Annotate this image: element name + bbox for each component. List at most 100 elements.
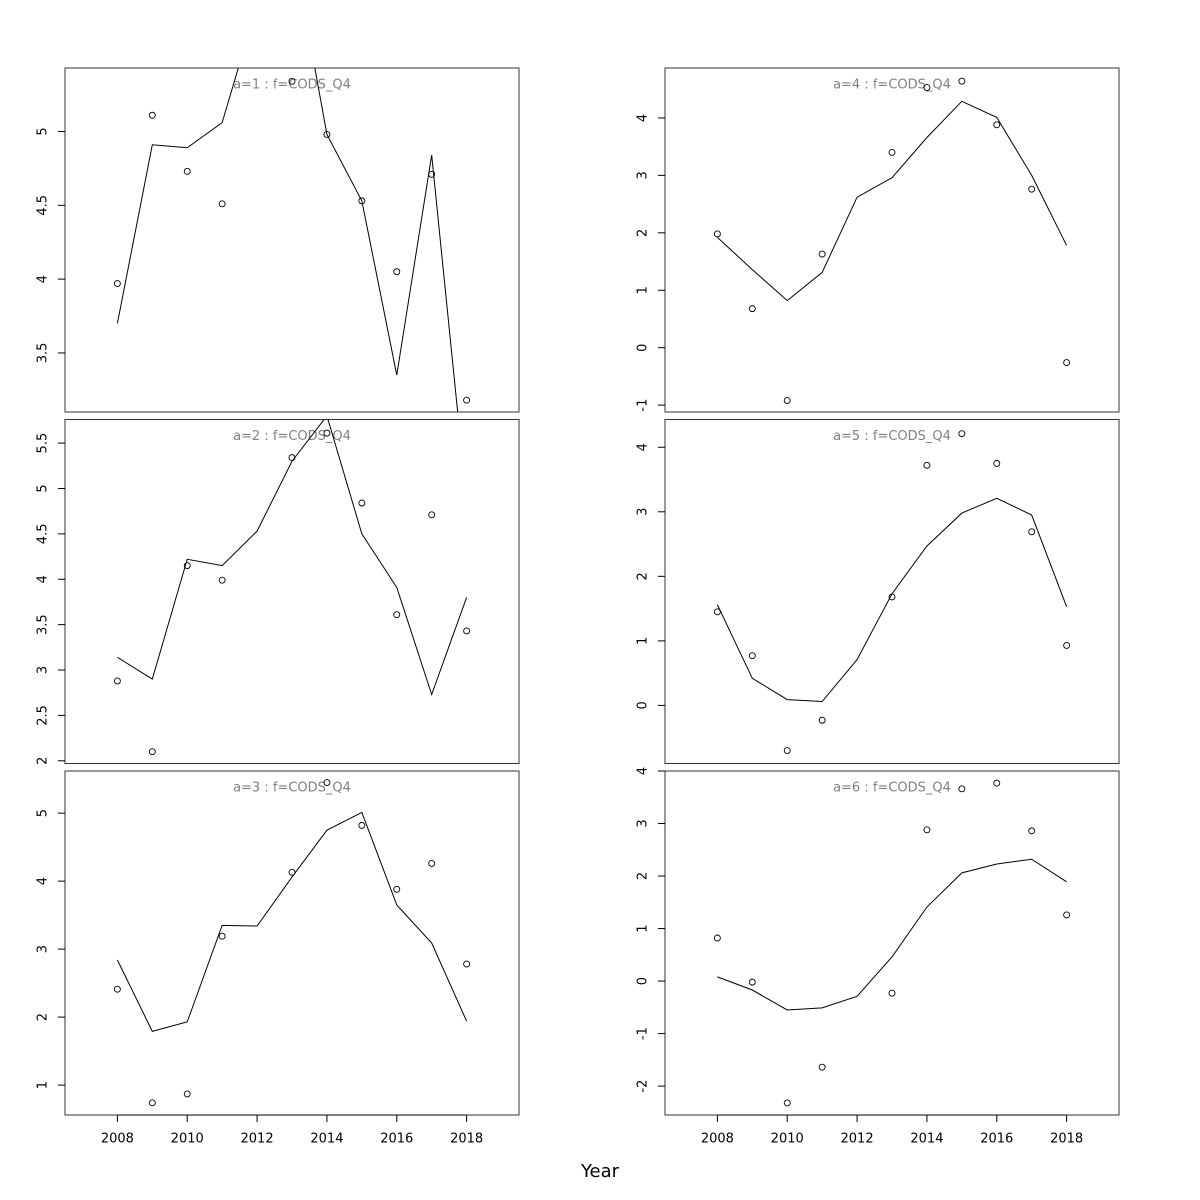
fitted-line xyxy=(116,68,459,412)
panel-title: a=1 : f=CODS_Q4 xyxy=(233,78,351,93)
y-tick-label: 0 xyxy=(636,344,651,352)
data-point xyxy=(783,397,791,404)
data-point xyxy=(393,885,401,893)
data-point xyxy=(713,230,721,238)
panel-title: a=4 : f=CODS_Q4 xyxy=(833,78,951,93)
y-tick-label: 2 xyxy=(36,757,51,765)
plot-area xyxy=(713,77,1071,404)
y-tick-label: 1 xyxy=(36,1081,51,1089)
data-point xyxy=(463,396,471,404)
data-point xyxy=(358,821,366,829)
x-tick-label: 2016 xyxy=(380,1132,413,1147)
y-tick-label: 1 xyxy=(636,286,651,294)
data-point xyxy=(183,1090,191,1098)
y-tick-label: 5.5 xyxy=(36,433,51,454)
data-point xyxy=(183,562,191,570)
data-point xyxy=(1063,359,1071,367)
y-tick-label: 4 xyxy=(36,275,51,283)
data-point xyxy=(358,499,366,507)
x-tick-label: 2012 xyxy=(841,1132,874,1147)
plot-area xyxy=(113,68,471,412)
y-tick-label: 4 xyxy=(636,443,651,451)
y-tick-label: 2 xyxy=(636,229,651,237)
plot-frame xyxy=(64,67,520,413)
data-point xyxy=(358,197,366,205)
data-point xyxy=(148,111,156,119)
y-tick-label: 2.5 xyxy=(36,705,51,726)
y-tick-label: 4.5 xyxy=(36,524,51,545)
y-tick-label: 3.5 xyxy=(36,614,51,635)
data-point xyxy=(428,511,436,519)
data-point xyxy=(288,77,296,85)
data-point xyxy=(113,280,121,288)
data-point xyxy=(288,454,296,462)
y-tick-label: 3 xyxy=(36,945,51,953)
data-point xyxy=(323,429,331,437)
x-tick-label: 2008 xyxy=(101,1132,134,1147)
data-point xyxy=(923,826,931,834)
y-tick-label: 5 xyxy=(36,484,51,492)
data-point xyxy=(323,779,331,787)
data-point xyxy=(1063,641,1071,649)
fitted-line xyxy=(717,100,1068,302)
data-point xyxy=(748,652,756,660)
x-tick-label: 2018 xyxy=(1050,1132,1083,1147)
data-point xyxy=(393,268,401,276)
y-tick-label: 0 xyxy=(636,977,651,985)
x-tick-label: 2018 xyxy=(450,1132,483,1147)
data-point xyxy=(993,779,1001,787)
plot-area xyxy=(713,430,1071,755)
plot-area xyxy=(113,419,471,756)
data-point xyxy=(818,1063,826,1071)
data-point xyxy=(393,611,401,619)
data-point xyxy=(218,932,226,940)
data-point xyxy=(218,576,226,584)
fitted-line xyxy=(116,811,468,1032)
data-point xyxy=(183,167,191,175)
data-point xyxy=(818,716,826,724)
y-tick-label: 3 xyxy=(36,666,51,674)
x-tick-label: 2014 xyxy=(910,1132,943,1147)
data-point xyxy=(148,748,156,756)
y-tick-label: 1 xyxy=(636,924,651,932)
plot-area xyxy=(713,779,1071,1107)
data-point xyxy=(1028,827,1036,835)
data-point xyxy=(463,960,471,968)
data-point xyxy=(748,305,756,313)
data-point xyxy=(958,430,966,438)
panel-title: a=2 : f=CODS_Q4 xyxy=(233,429,351,444)
x-tick-label: 2010 xyxy=(771,1132,804,1147)
data-point xyxy=(923,461,931,469)
panel-title: a=6 : f=CODS_Q4 xyxy=(833,781,951,796)
y-tick-label: 3 xyxy=(636,171,651,179)
y-tick-label: 4 xyxy=(636,114,651,122)
fitted-line xyxy=(716,497,1068,703)
data-point xyxy=(113,677,121,685)
y-tick-label: 2 xyxy=(36,1013,51,1021)
y-tick-label: 0 xyxy=(636,701,651,709)
data-point xyxy=(713,934,721,942)
data-point xyxy=(1028,528,1036,536)
plot-frame xyxy=(64,770,520,1116)
panel-title: a=3 : f=CODS_Q4 xyxy=(233,781,351,796)
data-point xyxy=(748,978,756,986)
y-tick-label: 1 xyxy=(636,637,651,645)
plot-frame xyxy=(64,419,520,764)
data-point xyxy=(1028,185,1036,193)
y-tick-label: -2 xyxy=(636,1080,651,1093)
y-tick-label: -1 xyxy=(636,399,651,412)
y-tick-label: 4 xyxy=(636,767,651,775)
data-point xyxy=(218,200,226,208)
x-tick-label: 2016 xyxy=(980,1132,1013,1147)
data-point xyxy=(958,785,966,793)
panel-title: a=5 : f=CODS_Q4 xyxy=(833,429,951,444)
data-point xyxy=(958,77,966,85)
data-point xyxy=(323,130,331,138)
plot-frame xyxy=(664,419,1120,764)
y-tick-label: 4 xyxy=(36,877,51,885)
fitted-line xyxy=(117,419,468,697)
y-tick-label: -1 xyxy=(636,1027,651,1040)
y-tick-label: 2 xyxy=(636,572,651,580)
y-tick-label: 3.5 xyxy=(36,343,51,364)
